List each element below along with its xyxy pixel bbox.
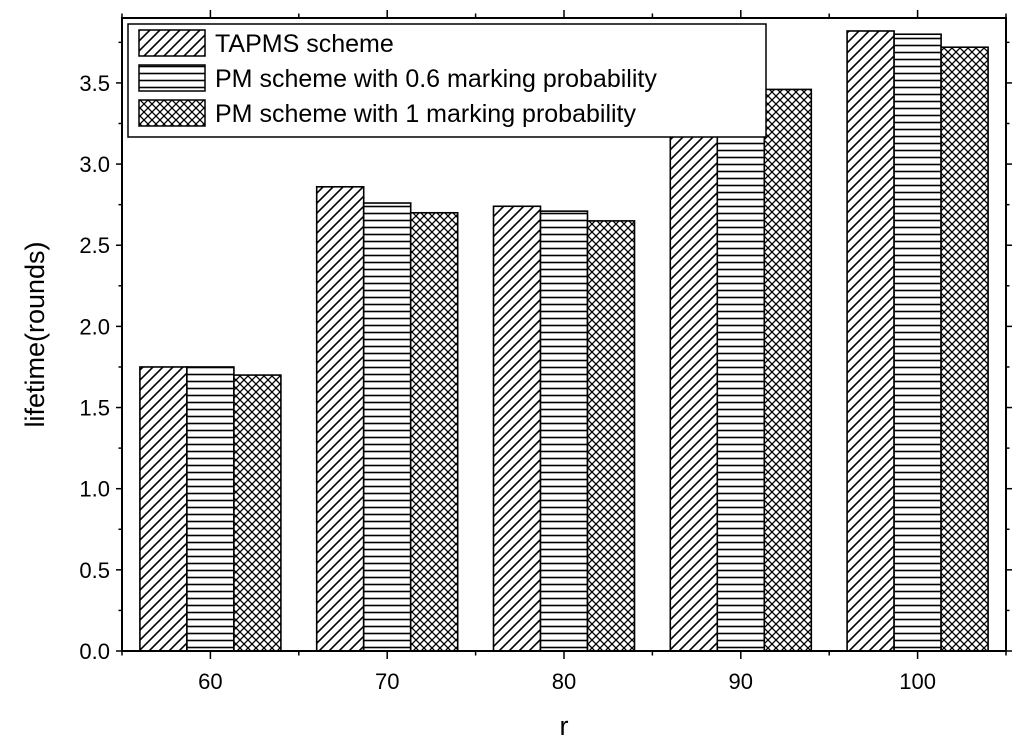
legend-label-3: PM scheme with 1 marking probability xyxy=(215,100,636,128)
bars xyxy=(139,30,989,652)
legend-label-2: PM scheme with 0.6 marking probability xyxy=(215,65,657,93)
y-tick-label: 1.0 xyxy=(79,477,110,502)
y-tick-label: 3.0 xyxy=(79,152,110,177)
bar-80-series-2 xyxy=(539,210,589,652)
x-tick-label: 90 xyxy=(729,669,753,694)
legend-swatch-1 xyxy=(138,29,206,57)
axis-ticks xyxy=(116,10,1012,659)
bar-80-series-1 xyxy=(492,205,542,652)
y-tick-label: 2.5 xyxy=(79,233,110,258)
bar-100-series-1 xyxy=(846,30,895,652)
bar-100-series-3 xyxy=(940,46,989,652)
y-axis-label: lifetime(rounds) xyxy=(20,241,50,427)
x-tick-label: 70 xyxy=(375,669,399,694)
bar-60-series-2 xyxy=(186,366,235,652)
bar-70-series-2 xyxy=(362,202,412,652)
legend-box xyxy=(127,23,767,138)
bar-60-series-1 xyxy=(139,366,188,652)
x-axis-label: r xyxy=(560,711,569,741)
bar-90-series-2 xyxy=(716,134,766,652)
bar-70-series-1 xyxy=(315,186,365,652)
bar-60-series-3 xyxy=(233,374,282,652)
bar-90-series-3 xyxy=(763,88,813,652)
y-tick-label: 0.5 xyxy=(79,558,110,583)
legend-swatch-3 xyxy=(138,99,206,127)
legend-swatch-2 xyxy=(138,64,206,92)
y-tick-label: 2.0 xyxy=(79,314,110,339)
y-tick-label: 0.0 xyxy=(79,639,110,664)
x-tick-label: 80 xyxy=(552,669,576,694)
bar-70-series-3 xyxy=(409,211,459,652)
legend: TAPMS scheme PM scheme with 0.6 marking p… xyxy=(127,23,767,138)
y-tick-label: 3.5 xyxy=(79,71,110,96)
bar-100-series-2 xyxy=(893,33,942,652)
bar-80-series-3 xyxy=(586,220,636,652)
y-tick-label: 1.5 xyxy=(79,396,110,421)
x-tick-label: 60 xyxy=(198,669,222,694)
tick-labels: 0.0 0.5 1.0 1.5 2.0 2.5 3.0 3.5 60 70 80 90 100 xyxy=(79,71,936,694)
x-tick-label: 100 xyxy=(899,669,936,694)
bar-90-series-1 xyxy=(669,122,719,652)
legend-label-1: TAPMS scheme xyxy=(215,30,394,58)
